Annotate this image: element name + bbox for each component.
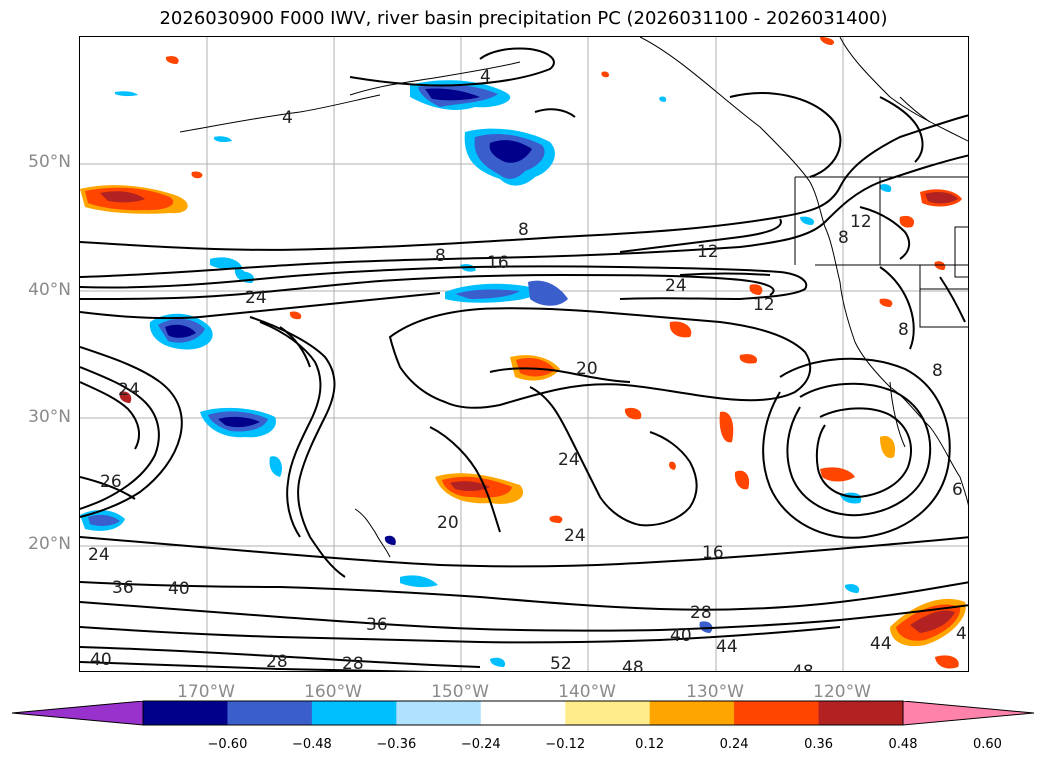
negative-precip-areas [80, 80, 892, 667]
contour-label: 12 [753, 295, 775, 315]
contour-label: 24 [245, 288, 267, 308]
contour-label: 8 [838, 228, 849, 248]
lat-label: 40°N [28, 280, 71, 300]
contour-label: 6 [952, 480, 963, 500]
contour-label: 20 [437, 513, 459, 533]
lon-label: 150°W [431, 682, 489, 702]
contour-label: 44 [716, 637, 738, 657]
contour-label: 12 [697, 242, 719, 262]
coastlines [179, 37, 968, 558]
positive-precip-areas [80, 37, 966, 669]
colorbar-tick-label: 0.48 [888, 737, 918, 752]
lon-label: 160°W [304, 682, 362, 702]
contour-label: 28 [266, 652, 288, 672]
contour-label: 24 [564, 526, 586, 546]
contour-label: 20 [576, 359, 598, 379]
contour-label: 24 [558, 450, 580, 470]
map-canvas: 4 4 8 8 12 16 24 24 12 20 24 20 24 16 28… [80, 37, 968, 672]
contour-label: 28 [342, 654, 364, 672]
contour-label: 16 [487, 253, 509, 273]
contour-label: 4 [956, 624, 967, 644]
colorbar-extend-high [903, 701, 1034, 725]
map-panel: 4 4 8 8 12 16 24 24 12 20 24 20 24 16 28… [79, 36, 969, 672]
contour-label: 24 [665, 276, 687, 296]
colorbar-segment [311, 701, 397, 725]
contour-label: 4 [480, 67, 491, 87]
lon-label: 170°W [177, 682, 235, 702]
lon-label: 140°W [558, 682, 616, 702]
colorbar-segment [143, 701, 228, 725]
contour-label: 36 [366, 615, 388, 635]
graticule [80, 37, 968, 671]
contour-label: 8 [435, 246, 446, 266]
colorbar-tick-label: 0.12 [635, 737, 665, 752]
colorbar-extend-low [12, 701, 143, 725]
colorbar-segment [649, 701, 735, 725]
contour-label: 12 [850, 212, 872, 232]
colorbar-tick-label: −0.48 [291, 737, 332, 752]
contour-label: 40 [670, 626, 692, 646]
contour-label: 4 [282, 108, 293, 128]
contour-label: 8 [518, 220, 529, 240]
colorbar-outline [11, 700, 1035, 726]
lat-label: 20°N [28, 534, 71, 554]
contour-label: 40 [90, 650, 112, 670]
colorbar-tick-label: 0.24 [719, 737, 749, 752]
contour-label: 52 [550, 654, 572, 672]
contour-label: 8 [932, 361, 943, 381]
colorbar-segment [565, 701, 651, 725]
contour-label: 24 [88, 545, 110, 565]
colorbar [11, 700, 1035, 726]
colorbar-tick-label: 0.36 [804, 737, 834, 752]
colorbar-tick-label: −0.60 [207, 737, 248, 752]
colorbar-tick-label: −0.12 [545, 737, 586, 752]
contour-label: 16 [702, 543, 724, 563]
figure-title: 2026030900 F000 IWV, river basin precipi… [159, 8, 888, 29]
colorbar-segment [734, 701, 820, 725]
colorbar-segment [480, 701, 566, 725]
lon-label: 130°W [686, 682, 744, 702]
colorbar-segment [396, 701, 482, 725]
contour-label: 40 [168, 579, 190, 599]
colorbar-tick-label: 0.60 [972, 737, 1002, 752]
colorbar-segment [818, 701, 904, 725]
contour-label: 8 [898, 320, 909, 340]
iwv-contours [80, 47, 968, 671]
contour-label: 48 [792, 662, 814, 672]
colorbar-segments [12, 701, 1034, 725]
lat-label: 30°N [28, 407, 71, 427]
colorbar-tick-label: −0.36 [376, 737, 417, 752]
contour-label: 28 [690, 603, 712, 623]
colorbar-segment [227, 701, 313, 725]
contour-label: 24 [118, 380, 140, 400]
colorbar-tick-label: −0.24 [460, 737, 501, 752]
contour-label: 44 [870, 634, 892, 654]
contour-label-group: 4 4 8 8 12 16 24 24 12 20 24 20 24 16 28… [88, 67, 967, 672]
lat-label: 50°N [28, 152, 71, 172]
contour-label: 26 [100, 472, 122, 492]
contour-label: 36 [112, 578, 134, 598]
contour-label: 48 [622, 658, 644, 672]
lon-label: 120°W [813, 682, 871, 702]
